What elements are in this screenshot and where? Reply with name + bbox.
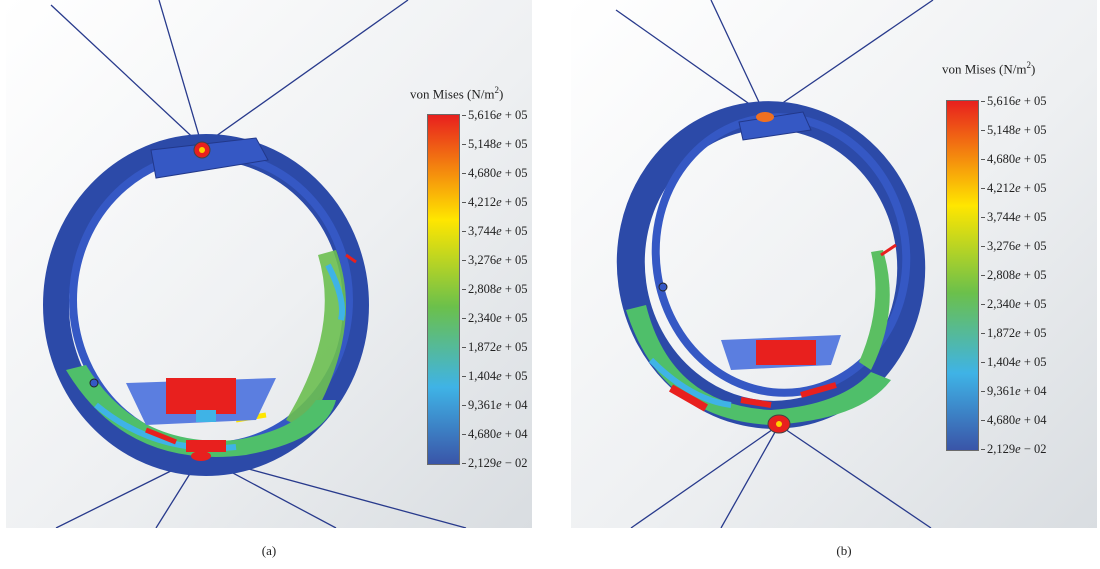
tick-label: 2,129e − 02 [462, 456, 528, 470]
tick-label: 1,872e + 05 [981, 326, 1047, 340]
panel-b: von Mises (N/m2) 5,616e + 05 5,148e + 05 4… [571, 0, 1097, 528]
tick-label: 4,680e + 04 [462, 427, 528, 441]
tick-label: 5,616e + 05 [981, 94, 1047, 108]
tick-label: 2,808e + 05 [981, 268, 1047, 282]
tick-label: 3,744e + 05 [981, 210, 1047, 224]
tick-label: 4,680e + 05 [981, 152, 1047, 166]
tick-label: 3,276e + 05 [981, 239, 1047, 253]
legend-title: von Mises (N/m2) [410, 85, 504, 102]
tick-label: 2,340e + 05 [981, 297, 1047, 311]
tick-label: 9,361e + 04 [981, 384, 1047, 398]
color-scale-bar [427, 114, 460, 465]
tick-label: 2,129e − 02 [981, 442, 1047, 456]
tick-label: 1,872e + 05 [462, 340, 528, 354]
tick-label: 4,212e + 05 [462, 195, 528, 209]
tick-label: 4,680e + 04 [981, 413, 1047, 427]
tick-label: 5,616e + 05 [462, 108, 528, 122]
tick-label: 5,148e + 05 [981, 123, 1047, 137]
panel-a: von Mises (N/m2) 5,616e + 05 5,148e + 05 4… [6, 0, 532, 528]
tick-label: 3,744e + 05 [462, 224, 528, 238]
fea-model-b [571, 0, 1097, 528]
ring-a [43, 134, 369, 476]
caption-b: (b) [836, 543, 852, 558]
tick-label: 3,276e + 05 [462, 253, 528, 267]
tick-label: 1,404e + 05 [981, 355, 1047, 369]
tick-label: 2,808e + 05 [462, 282, 528, 296]
tick-label: 9,361e + 04 [462, 398, 528, 412]
color-scale-bar [946, 100, 979, 451]
legend-title: von Mises (N/m2) [942, 60, 1036, 77]
tick-label: 4,680e + 05 [462, 166, 528, 180]
tick-label: 5,148e + 05 [462, 137, 528, 151]
tick-label: 1,404e + 05 [462, 369, 528, 383]
caption-a: (a) [261, 543, 277, 558]
cables-b [615, 0, 934, 528]
ring-b [616, 101, 926, 434]
tick-label: 4,212e + 05 [981, 181, 1047, 195]
tick-label: 2,340e + 05 [462, 311, 528, 325]
